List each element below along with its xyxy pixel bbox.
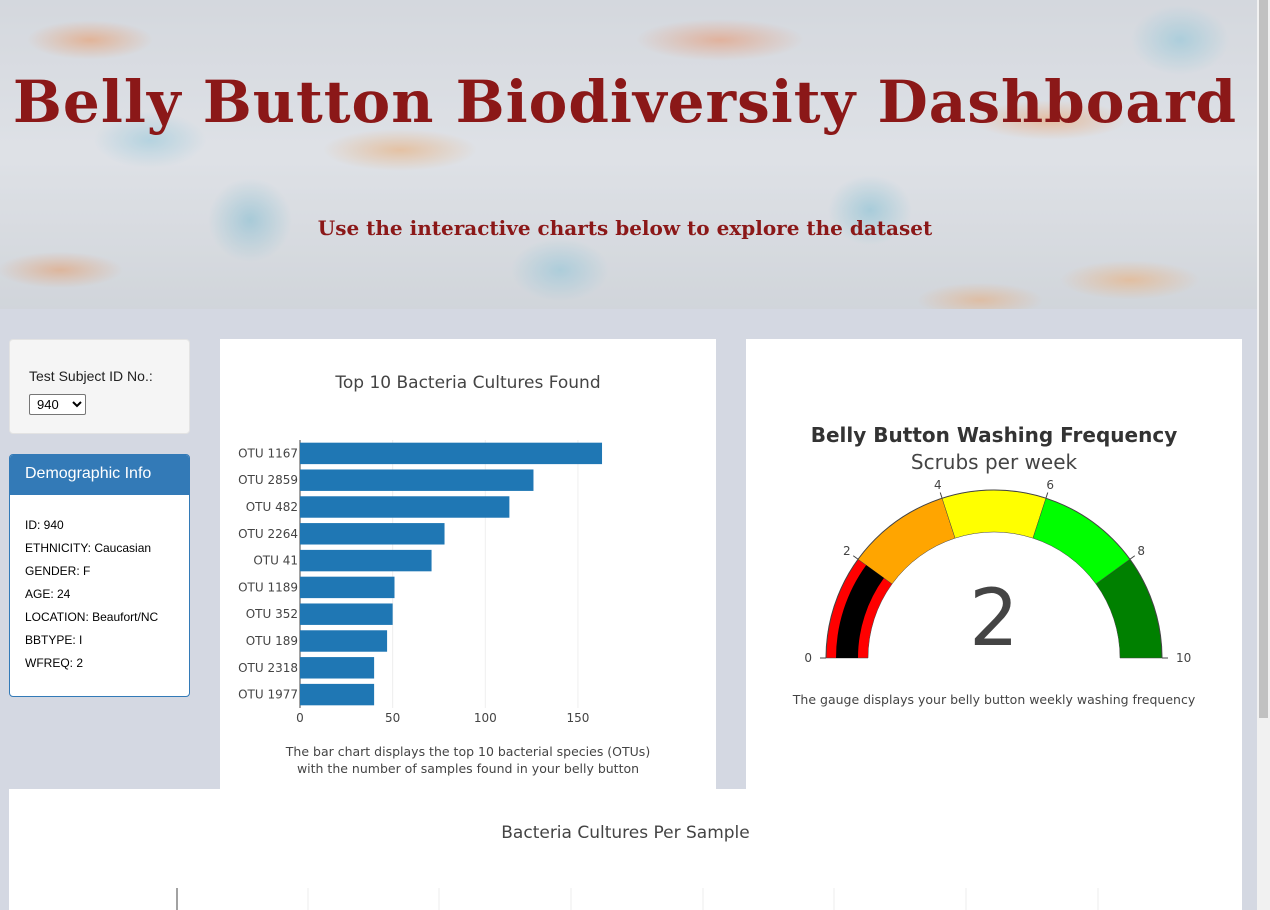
bar-mark[interactable] [300,496,510,518]
bar-mark[interactable] [300,549,432,572]
bar-category-label: OTU 189 [246,634,298,648]
bar-chart[interactable]: 0 50 100 150 OTU 1167 OTU 2859 OTU 482 OTU 2264… [220,339,716,739]
bar-chart-caption: The bar chart displays the top 10 bacter… [220,743,716,777]
metadata-wfreq: WFREQ: 2 [25,656,84,670]
gauge-chart-title: Belly Button Washing Frequency [810,423,1178,447]
bar-chart-caption-line1: The bar chart displays the top 10 bacter… [285,744,651,759]
metadata-gender: GENDER: F [25,564,91,578]
bar-mark[interactable] [300,603,393,625]
bar-mark[interactable] [300,683,375,706]
gauge-tick-label: 4 [934,478,942,492]
demographic-info-heading: Demographic Info [10,455,189,495]
bar-mark[interactable] [300,469,534,491]
bar-mark[interactable] [300,523,445,545]
metadata-id: ID: 940 [25,518,64,532]
page-title: Belly Button Biodiversity Dashboard [12,68,1238,136]
gauge-chart[interactable]: 0 2 4 6 8 10 2 [746,339,1242,679]
bar-category-label: OTU 1189 [238,580,298,594]
demographic-info-panel: Demographic Info ID: 940 ETHNICITY: Cauc… [9,454,190,697]
gauge-chart-caption: The gauge displays your belly button wee… [792,692,1196,707]
bar-category-label: OTU 1167 [238,446,298,460]
bar-mark[interactable] [300,630,388,652]
bar-category-label: OTU 352 [246,607,298,621]
subject-selector-panel: Test Subject ID No.: 940 [9,339,190,434]
gauge-step-segment [941,489,1047,539]
gauge-value-bar[interactable] [836,565,884,658]
header-banner: Belly Button Biodiversity Dashboard Use … [0,0,1257,309]
gauge-tick [1129,555,1136,560]
bar-chart-title: Top 10 Bacteria Cultures Found [335,373,601,393]
vertical-scrollbar[interactable] [1257,0,1270,910]
bar-mark[interactable] [300,576,395,599]
page-subtitle: Use the interactive charts below to expl… [317,216,933,240]
gauge-tick-label: 8 [1137,544,1145,558]
bar-x-tick-label: 50 [385,711,400,725]
gauge-chart-subtitle: Scrubs per week [910,450,1078,474]
subject-selector-label: Test Subject ID No.: [29,368,153,384]
gauge-tick [939,492,943,499]
gauge-tick [852,555,859,560]
gauge-tick-label: 2 [843,544,851,558]
bubble-chart-card: Bacteria Cultures Per Sample [9,789,1242,910]
bar-x-tick-label: 0 [296,711,304,725]
bar-x-tick-label: 100 [474,711,497,725]
metadata-location: LOCATION: Beaufort/NC [25,610,159,624]
gauge-outline [825,489,1163,659]
metadata-bbtype: BBTYPE: I [25,633,83,647]
demographic-info-body: ID: 940 ETHNICITY: Caucasian GENDER: F A… [10,495,189,679]
bar-chart-card: Top 10 Bacteria Cultures Found 0 50 100 150… [220,339,716,790]
gauge-value-number: 2 [969,574,1019,664]
metadata-ethnicity: ETHNICITY: Caucasian [25,541,152,555]
subject-id-select[interactable]: 940 [29,394,86,415]
bar-category-label: OTU 41 [253,554,298,568]
gauge-tick-label: 0 [804,651,812,665]
bar-chart-caption-line2: with the number of samples found in your… [296,761,640,776]
bar-category-label: OTU 2318 [238,661,298,675]
bubble-chart-title: Bacteria Cultures Per Sample [501,823,750,843]
scrollbar-thumb[interactable] [1259,0,1268,718]
bar-category-label: OTU 1977 [238,688,298,702]
bubble-chart[interactable] [9,789,1242,910]
bar-category-label: OTU 482 [246,500,298,514]
gauge-tick-label: 6 [1046,478,1054,492]
metadata-age: AGE: 24 [25,587,71,601]
bar-mark[interactable] [300,657,375,679]
gauge-tick-label: 10 [1176,651,1191,665]
bar-category-label: OTU 2264 [238,527,298,541]
bar-category-label: OTU 2859 [238,473,298,487]
bar-mark[interactable] [300,442,603,465]
bar-x-tick-label: 150 [566,711,589,725]
gauge-chart-card: Belly Button Washing Frequency Scrubs pe… [746,339,1242,790]
gauge-tick [1045,492,1049,499]
